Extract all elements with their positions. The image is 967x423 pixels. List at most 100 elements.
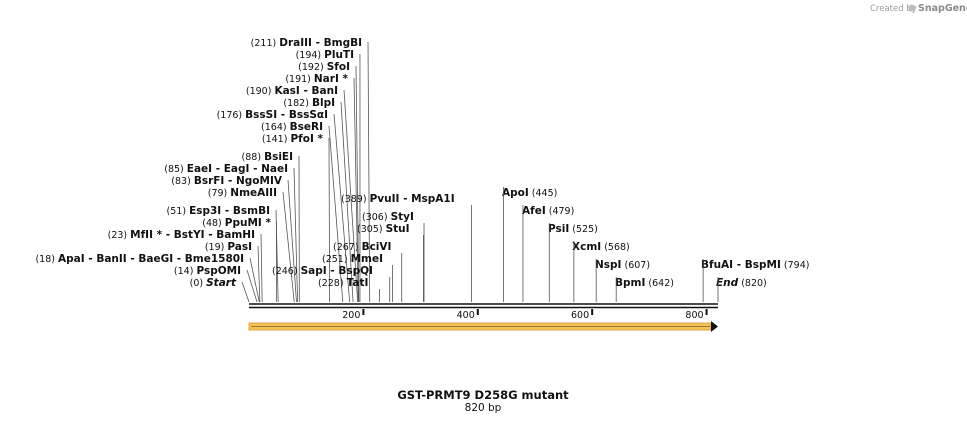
site-leader-line <box>257 245 261 303</box>
enzyme-name: PluTI <box>324 49 354 61</box>
site-position: (176) <box>217 110 246 121</box>
site-label[interactable]: (211) DraIII - BmgBI <box>251 37 362 49</box>
enzyme-name: BsrFI <box>194 175 225 187</box>
enzyme-name: BciVI <box>362 241 392 253</box>
site-mfii[interactable]: (23) MfII * - BstYI - BamHI <box>108 229 263 303</box>
site-apai[interactable]: (18) ApaI - BanII - BaeGI - Bme1580I <box>35 253 260 303</box>
axis-tick-label: 400 <box>457 310 475 321</box>
site-label[interactable]: (246) SapI - BspQI <box>272 265 373 277</box>
site-label[interactable]: (51) Esp3I - BsmBI <box>167 205 270 217</box>
site-label[interactable]: (0) Start <box>190 277 237 289</box>
site-start[interactable]: (0) Start <box>190 277 250 303</box>
site-pspomi[interactable]: (14) PspOMI <box>174 265 258 303</box>
site-label[interactable]: BfuAI - BspMI (794) <box>701 259 809 271</box>
site-label[interactable]: NspI (607) <box>595 259 650 271</box>
site-bcivi[interactable]: (267) BciVI <box>333 241 403 302</box>
site-bpmi[interactable]: BpmI (642) <box>615 277 674 302</box>
site-afei[interactable]: AfeI (479) <box>522 205 574 302</box>
site-position: (79) <box>208 188 231 199</box>
site-tati[interactable]: (228) TatI <box>318 277 380 302</box>
site-label[interactable]: PsiI (525) <box>548 223 598 235</box>
site-label[interactable]: (83) BsrFI - NgoMIV <box>171 175 283 187</box>
site-label[interactable]: (164) BseRI <box>261 121 323 133</box>
site-sfoi[interactable]: (192) SfoI <box>298 61 360 303</box>
site-label[interactable]: (23) MfII * - BstYI - BamHI <box>108 229 255 241</box>
map-title: GST-PRMT9 D258G mutant <box>397 388 569 402</box>
feature-arrow[interactable] <box>248 321 718 332</box>
site-label[interactable]: XcmI (568) <box>572 241 630 253</box>
site-position: (211) <box>251 38 280 49</box>
axis-tick-label: 800 <box>685 310 703 321</box>
enzyme-name: EaeI <box>187 163 212 175</box>
site-bsssi[interactable]: (176) BssSI - BssSαI <box>217 109 351 303</box>
site-leader-line <box>328 137 331 303</box>
site-label[interactable]: (19) PasI <box>205 241 252 253</box>
site-styi[interactable]: (306) StyI <box>362 211 425 302</box>
site-position: (182) <box>283 98 312 109</box>
site-mmei[interactable]: (251) MmeI <box>322 253 393 302</box>
site-bsrfi[interactable]: (83) BsrFI - NgoMIV <box>171 175 297 303</box>
site-label[interactable]: (251) MmeI <box>322 253 383 265</box>
site-label[interactable]: (88) BsiEI <box>242 151 293 163</box>
enzyme-name: BsiEI <box>264 151 293 163</box>
enzyme-name: Start <box>206 277 237 289</box>
site-label[interactable]: (190) KasI - BanI <box>246 85 338 97</box>
site-nmeaiii[interactable]: (79) NmeAIII <box>208 187 295 303</box>
site-blpi[interactable]: (182) BlpI <box>283 97 354 303</box>
site-position: (525) <box>569 224 598 235</box>
site-label[interactable]: (18) ApaI - BanII - BaeGI - Bme1580I <box>35 253 244 265</box>
site-nspi[interactable]: NspI (607) <box>595 259 650 302</box>
site-eaei[interactable]: (85) EaeI - EagI - NaeI <box>164 163 299 303</box>
snapgene-logo-icon <box>908 4 916 12</box>
site-leader-line <box>282 191 295 303</box>
site-label[interactable]: (182) BlpI <box>283 97 335 109</box>
site-label[interactable]: AfeI (479) <box>522 205 574 217</box>
watermark-prefix: Created by <box>870 4 917 14</box>
site-pvuii[interactable]: (389) PvuII - MspA1I <box>341 193 472 302</box>
site-label[interactable]: (85) EaeI - EagI - NaeI <box>164 163 288 175</box>
site-label[interactable]: (305) StuI <box>357 223 410 235</box>
site-label[interactable]: (79) NmeAIII <box>208 187 277 199</box>
site-label[interactable]: End (820) <box>716 277 767 289</box>
site-sapi[interactable]: (246) SapI - BspQI <box>272 265 391 302</box>
site-bseri[interactable]: (164) BseRI <box>261 121 344 303</box>
site-bfuai[interactable]: BfuAI - BspMI (794) <box>701 259 809 302</box>
enzyme-name: NmeAIII <box>230 187 277 199</box>
site-nari[interactable]: (191) NarI * <box>285 73 359 303</box>
site-bsiei[interactable]: (88) BsiEI <box>242 151 300 303</box>
site-ppumi[interactable]: (48) PpuMI * <box>202 217 277 302</box>
site-label[interactable]: (228) TatI <box>318 277 368 289</box>
site-label[interactable]: (48) PpuMI * <box>202 217 271 229</box>
site-stui[interactable]: (305) StuI <box>357 223 424 302</box>
site-end[interactable]: End (820) <box>716 277 767 302</box>
site-label[interactable]: (306) StyI <box>362 211 414 223</box>
enzyme-name: PpuMI * <box>225 217 272 229</box>
enzyme-name: End <box>716 277 739 289</box>
site-label[interactable]: ApoI (445) <box>502 187 557 199</box>
site-position: (19) <box>205 242 228 253</box>
site-label[interactable]: (14) PspOMI <box>174 265 241 277</box>
site-label[interactable]: (191) NarI * <box>285 73 348 85</box>
site-xcmi[interactable]: XcmI (568) <box>572 241 630 302</box>
site-pasi[interactable]: (19) PasI <box>205 241 261 303</box>
site-draiii[interactable]: (211) DraIII - BmgBI <box>251 37 371 303</box>
site-label[interactable]: (192) SfoI <box>298 61 350 73</box>
site-label[interactable]: (267) BciVI <box>333 241 391 253</box>
site-apoi[interactable]: ApoI (445) <box>502 187 557 302</box>
site-psii[interactable]: PsiI (525) <box>548 223 598 302</box>
site-position: (23) <box>108 230 131 241</box>
site-label[interactable]: (176) BssSI - BssSαI <box>217 109 328 121</box>
enzyme-name: NgoMIV <box>236 175 283 187</box>
site-pfoi[interactable]: (141) PfoI * <box>262 133 331 303</box>
site-label[interactable]: (389) PvuII - MspA1I <box>341 193 455 205</box>
site-position: (479) <box>546 206 575 217</box>
site-label[interactable]: (141) PfoI * <box>262 133 324 145</box>
site-leader-line <box>328 125 344 303</box>
site-leader-line <box>293 167 299 303</box>
site-pluti[interactable]: (194) PluTI <box>296 49 361 302</box>
site-position: (14) <box>174 266 197 277</box>
enzyme-name: BsmBI <box>233 205 270 217</box>
site-kasi[interactable]: (190) KasI - BanI <box>246 85 359 303</box>
site-label[interactable]: BpmI (642) <box>615 277 674 289</box>
site-label[interactable]: (194) PluTI <box>296 49 354 61</box>
